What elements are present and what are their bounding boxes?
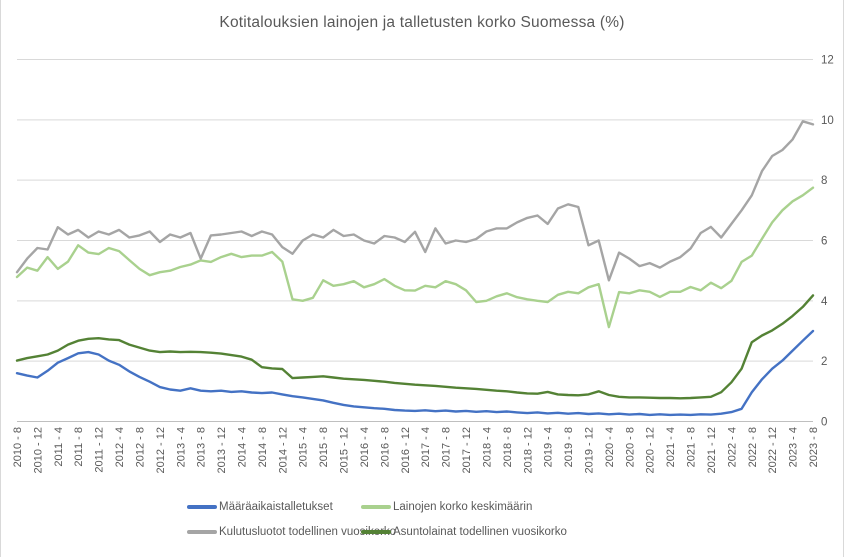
y-axis-label-4: 4 bbox=[821, 296, 828, 308]
x-axis-label-2018-4: 2018 - 4 bbox=[481, 427, 493, 467]
x-axis-label-2023-4: 2023 - 4 bbox=[788, 427, 800, 467]
y-axis-label-12: 12 bbox=[821, 55, 834, 67]
legend-item-lainojen-korko[interactable]: Lainojen korko keskimäärin bbox=[361, 501, 532, 513]
x-axis-label-2015-12: 2015 - 12 bbox=[339, 427, 351, 473]
x-axis-label-2014-8: 2014 - 8 bbox=[257, 427, 269, 467]
x-axis-label-2022-12: 2022 - 12 bbox=[767, 427, 779, 473]
legend-item-asuntolainat[interactable]: Asuntolainat todellinen vuosikorko bbox=[361, 526, 567, 538]
x-axis-label-2010-8: 2010 - 8 bbox=[12, 427, 24, 467]
y-axis-label-6: 6 bbox=[821, 236, 827, 248]
x-axis-label-2020-8: 2020 - 8 bbox=[624, 427, 636, 467]
x-axis-label-2015-4: 2015 - 4 bbox=[298, 427, 310, 467]
series-line-3 bbox=[15, 294, 815, 400]
series-line-1 bbox=[15, 186, 815, 329]
x-axis-label-2023-8: 2023 - 8 bbox=[808, 427, 820, 467]
x-axis-label-2013-4: 2013 - 4 bbox=[175, 427, 187, 467]
x-axis-label-2021-4: 2021 - 4 bbox=[665, 427, 677, 467]
x-axis-label-2017-8: 2017 - 8 bbox=[441, 427, 453, 467]
legend-line-swatch-gray bbox=[187, 530, 217, 534]
x-axis-label-2022-8: 2022 - 8 bbox=[747, 427, 759, 467]
x-axis-label-2018-8: 2018 - 8 bbox=[502, 427, 514, 467]
line-chart-plot-area: 0 2 4 6 8 10 12 2010 - 8 2010 - 12 2011 - 4 2011 -… bbox=[12, 55, 834, 474]
x-axis-label-2019-4: 2019 - 4 bbox=[543, 427, 555, 467]
x-axis-label-2016-4: 2016 - 4 bbox=[359, 427, 371, 467]
legend-line-swatch-dark-green bbox=[361, 530, 391, 534]
x-axis-label-2016-12: 2016 - 12 bbox=[400, 427, 412, 473]
x-axis-label-2014-12: 2014 - 12 bbox=[277, 427, 289, 473]
legend-label: Asuntolainat todellinen vuosikorko bbox=[393, 526, 567, 538]
chart-title: Kotitalouksien lainojen ja talletusten k… bbox=[219, 14, 625, 31]
x-axis-label-2012-12: 2012 - 12 bbox=[155, 427, 167, 473]
legend-label: Määräaikaistalletukset bbox=[219, 501, 333, 513]
x-axis-label-2021-8: 2021 - 8 bbox=[686, 427, 698, 467]
x-axis-label-2011-4: 2011 - 4 bbox=[53, 427, 65, 467]
x-axis-label-2010-12: 2010 - 12 bbox=[32, 427, 44, 473]
legend-item-maaraaikaistalletukset[interactable]: Määräaikaistalletukset bbox=[187, 501, 333, 513]
x-axis-label-2022-4: 2022 - 4 bbox=[726, 427, 738, 467]
x-axis-label-2011-8: 2011 - 8 bbox=[73, 427, 85, 467]
y-axis-label-2: 2 bbox=[821, 356, 827, 368]
y-axis-label-10: 10 bbox=[821, 115, 834, 127]
x-axis-label-2019-12: 2019 - 12 bbox=[583, 427, 595, 473]
x-axis-label-2013-12: 2013 - 12 bbox=[216, 427, 228, 473]
y-axis-label-0: 0 bbox=[821, 417, 827, 429]
x-axis-label-2012-4: 2012 - 4 bbox=[114, 427, 126, 467]
x-axis-label-2020-4: 2020 - 4 bbox=[604, 427, 616, 467]
legend-line-swatch-blue bbox=[187, 505, 217, 509]
x-axis-label-2013-8: 2013 - 8 bbox=[196, 427, 208, 467]
x-axis-label-2019-8: 2019 - 8 bbox=[563, 427, 575, 467]
x-axis-label-2020-12: 2020 - 12 bbox=[645, 427, 657, 473]
legend-row-1: Määräaikaistalletukset Lainojen korko ke… bbox=[1, 501, 843, 517]
x-axis-label-2016-8: 2016 - 8 bbox=[379, 427, 391, 467]
x-axis-label-2014-4: 2014 - 4 bbox=[237, 427, 249, 467]
y-axis-label-8: 8 bbox=[821, 175, 827, 187]
x-axis-label-2011-12: 2011 - 12 bbox=[94, 427, 106, 473]
series-line-2 bbox=[15, 120, 815, 282]
x-axis-label-2021-12: 2021 - 12 bbox=[706, 427, 718, 473]
x-axis-label-2017-12: 2017 - 12 bbox=[461, 427, 473, 473]
legend-label: Kulutusluotot todellinen vuosikorko bbox=[219, 526, 397, 538]
x-axis-label-2017-4: 2017 - 4 bbox=[420, 427, 432, 467]
legend-row-2: Kulutusluotot todellinen vuosikorko Asun… bbox=[1, 526, 843, 542]
series-line-0 bbox=[15, 329, 815, 417]
legend-line-swatch-light-green bbox=[361, 505, 391, 509]
x-axis-label-2018-12: 2018 - 12 bbox=[522, 427, 534, 473]
x-axis-label-2012-8: 2012 - 8 bbox=[134, 427, 146, 467]
x-axis-label-2015-8: 2015 - 8 bbox=[318, 427, 330, 467]
legend-label: Lainojen korko keskimäärin bbox=[393, 501, 533, 513]
legend-item-kulutusluotot[interactable]: Kulutusluotot todellinen vuosikorko bbox=[187, 526, 396, 538]
